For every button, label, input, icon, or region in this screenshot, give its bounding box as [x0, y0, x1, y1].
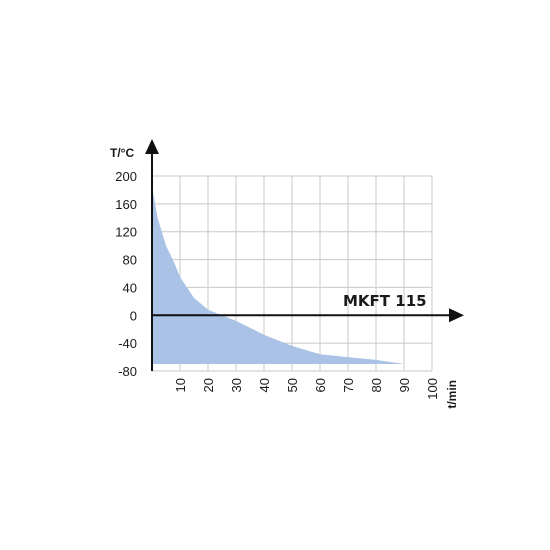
y-tick-label: 80 [123, 253, 137, 268]
x-tick-label: 100 [425, 378, 440, 400]
y-tick-label: -40 [118, 336, 137, 351]
x-axis-title: t/min [445, 380, 459, 409]
y-tick-label: -80 [118, 364, 137, 379]
x-tick-label: 90 [397, 378, 412, 392]
x-tick-label: 80 [369, 378, 384, 392]
y-tick-label: 120 [115, 225, 137, 240]
axes [145, 139, 464, 371]
x-tick-label: 60 [313, 378, 328, 392]
model-label: MKFT 115 [343, 292, 427, 310]
x-axis-arrow [449, 308, 464, 323]
x-tick-labels: 10 20 30 40 50 60 70 80 90 100 [173, 378, 440, 400]
x-tick-label: 10 [173, 378, 188, 392]
x-tick-label: 30 [229, 378, 244, 392]
x-tick-label: 40 [257, 378, 272, 392]
y-tick-label: 0 [130, 308, 137, 323]
grid [152, 175, 433, 372]
y-tick-label: 160 [115, 197, 137, 212]
y-tick-labels: 200 160 120 80 40 0 -40 -80 [115, 169, 137, 379]
y-axis-title: T/°C [110, 146, 134, 160]
x-tick-label: 70 [341, 378, 356, 392]
y-tick-label: 40 [123, 280, 137, 295]
y-axis-arrow [145, 139, 159, 154]
x-tick-label: 20 [201, 378, 216, 392]
x-tick-label: 50 [285, 378, 300, 392]
temperature-area [152, 186, 404, 365]
y-tick-label: 200 [115, 169, 137, 184]
